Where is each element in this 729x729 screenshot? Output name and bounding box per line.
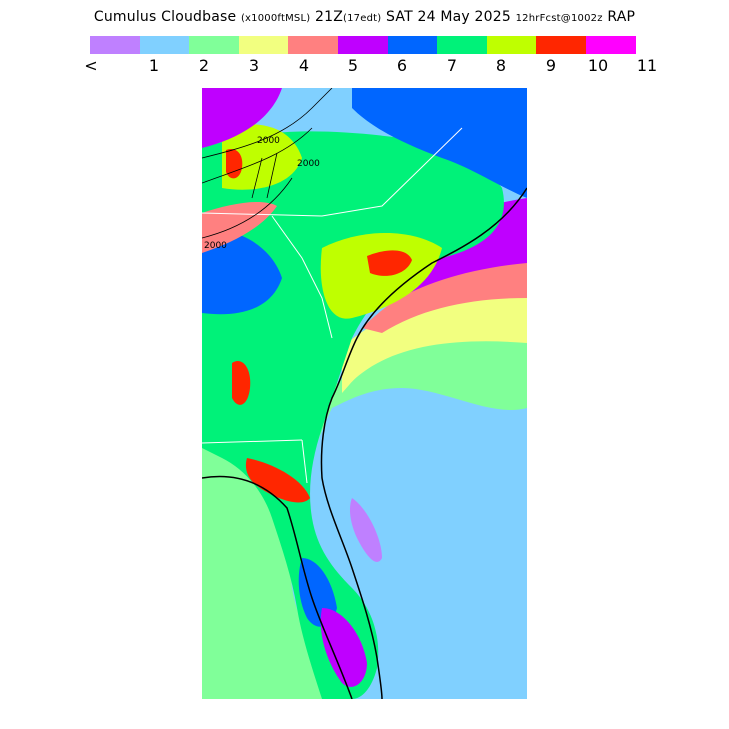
- title-units: (x1000ftMSL): [240, 13, 311, 24]
- red-pocket-2: [367, 250, 412, 276]
- map-title: Cumulus Cloudbase (x1000ftMSL) 21Z(17edt…: [0, 9, 729, 25]
- legend-tick: 5: [347, 56, 359, 75]
- legend-swatch: [90, 36, 140, 54]
- legend-swatch: [536, 36, 586, 54]
- legend-swatch: [189, 36, 239, 54]
- title-time: 21Z: [315, 9, 344, 25]
- state-borders: [202, 127, 463, 484]
- ocean-band-pink: [362, 248, 527, 333]
- coastline-gulf: [202, 475, 353, 699]
- legend-swatch: [238, 36, 289, 54]
- color-scale-legend: [90, 36, 636, 54]
- legend-tick: 3: [248, 56, 260, 75]
- legend-swatch: [585, 36, 636, 54]
- title-model: RAP: [607, 9, 636, 25]
- legend-tick: 10: [587, 56, 609, 75]
- legend-tick: 2: [198, 56, 210, 75]
- land-blue-ne: [352, 88, 527, 198]
- legend-swatch: [139, 36, 190, 54]
- contour-label: 2000: [204, 241, 227, 251]
- legend-tick: 1: [148, 56, 160, 75]
- legend-tick: 11: [636, 56, 658, 75]
- ocean-band-yellow: [342, 288, 527, 393]
- legend-tick: 6: [396, 56, 408, 75]
- title-main: Cumulus Cloudbase: [93, 9, 237, 25]
- land-lavender-fl: [349, 498, 382, 562]
- legend-tick: 9: [545, 56, 557, 75]
- red-pocket-3: [232, 360, 251, 405]
- red-pocket-4: [245, 458, 310, 503]
- legend-swatch: [387, 36, 438, 54]
- land-purple-nw: [202, 88, 282, 148]
- legend-swatch: [288, 36, 338, 54]
- legend-tick: 8: [495, 56, 507, 75]
- contour-label: 2000: [297, 159, 320, 169]
- land-lime-2: [222, 124, 302, 190]
- land-blue-w: [202, 228, 282, 315]
- title-date: SAT 24 May 2025: [386, 9, 511, 25]
- title-local-time: (17edt): [343, 13, 382, 24]
- legend-tick: <: [84, 56, 98, 75]
- cloudbase-map: 2000 2000 2000: [202, 88, 527, 699]
- legend-tick: 4: [298, 56, 310, 75]
- red-pocket-1: [226, 148, 243, 179]
- land-purple-fl: [320, 608, 367, 687]
- legend-tick: 7: [446, 56, 458, 75]
- legend-swatch: [437, 36, 487, 54]
- title-forecast: 12hrFcst@1002z: [515, 13, 603, 24]
- coastline: [320, 187, 527, 699]
- legend-swatch: [337, 36, 388, 54]
- land-lime: [320, 233, 442, 319]
- contour-lines: [202, 88, 333, 239]
- contour-label: 2000: [257, 136, 280, 146]
- legend-swatch: [486, 36, 537, 54]
